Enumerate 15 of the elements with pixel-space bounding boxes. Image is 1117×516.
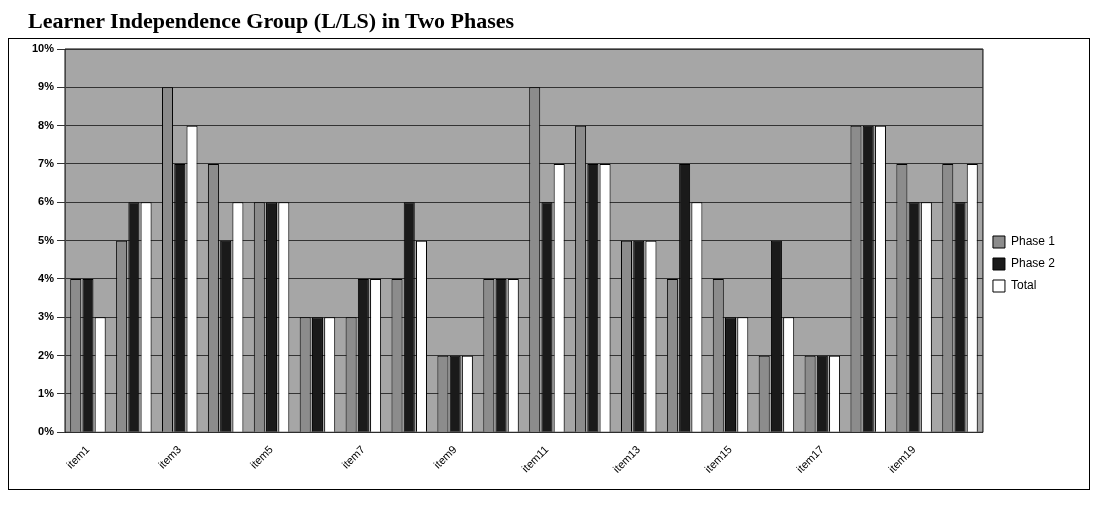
y-tick-label: 0%	[38, 425, 55, 438]
y-tick-label: 2%	[38, 348, 55, 361]
legend-label: Phase 2	[1010, 256, 1056, 271]
y-tick-label: 1%	[38, 387, 55, 400]
legend-label: Phase 1	[1010, 234, 1056, 249]
y-tick-label: 4%	[38, 272, 55, 285]
chart-title: Learner Independence Group (L/LS) in Two Phases	[28, 8, 516, 34]
y-tick-label: 3%	[38, 310, 55, 323]
legend-label: Total	[1010, 278, 1037, 293]
y-tick-label: 5%	[38, 233, 55, 246]
y-tick-label: 9%	[38, 80, 55, 93]
y-tick-label: 8%	[38, 118, 55, 131]
y-tick-label: 7%	[38, 157, 55, 170]
y-tick-label: 10%	[31, 42, 55, 55]
y-tick-label: 6%	[38, 195, 55, 208]
